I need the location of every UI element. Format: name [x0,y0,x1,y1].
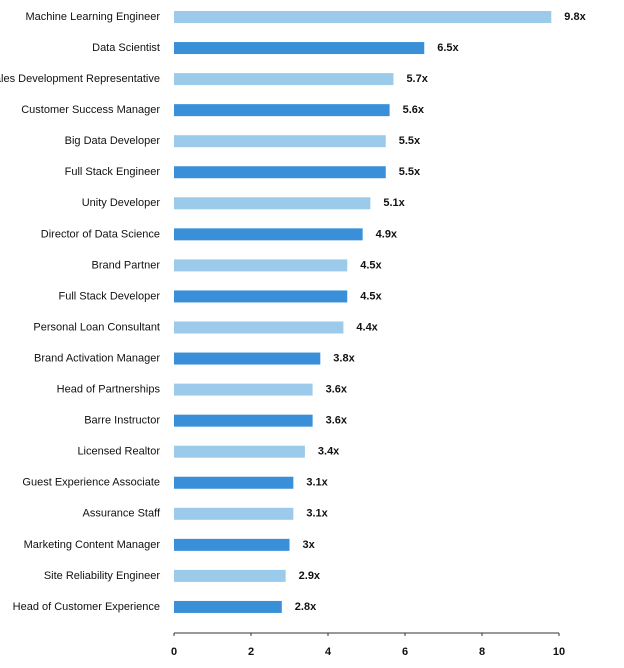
value-label: 3.8x [333,352,355,364]
x-tick-label: 4 [325,646,332,658]
value-label: 4.5x [360,290,382,302]
x-tick-label: 6 [402,646,408,658]
bar [174,600,282,613]
value-label: 6.5x [437,42,459,54]
bar [174,290,348,303]
category-label: Machine Learning Engineer [25,11,160,23]
value-label: 4.4x [356,321,378,333]
value-label: 9.8x [564,11,586,23]
category-label: Head of Customer Experience [13,601,160,613]
value-label: 3x [303,539,316,551]
bar [174,73,394,86]
value-label: 2.9x [299,570,321,582]
category-label: Customer Success Manager [21,104,160,116]
value-label: 3.1x [306,508,328,520]
x-tick-label: 2 [248,646,254,658]
category-label: Head of Partnerships [57,384,161,396]
value-label: 5.1x [383,197,405,209]
x-tick-label: 0 [171,646,177,658]
bar [174,11,552,23]
bar [174,135,386,148]
bar [174,383,313,396]
bar [174,507,294,520]
category-label: Assurance Staff [83,508,161,520]
value-label: 4.9x [376,228,398,240]
bar [174,569,286,582]
bar [174,476,294,489]
category-label: Full Stack Engineer [65,166,161,178]
bar [174,321,344,334]
category-label: Site Reliability Engineer [44,570,161,582]
x-tick-label: 10 [553,646,565,658]
x-tick-label: 8 [479,646,485,658]
category-label: Director of Data Science [41,228,160,240]
category-label: Personal Loan Consultant [33,321,160,333]
bar [174,538,290,551]
bar [174,104,390,117]
value-label: 4.5x [360,259,382,271]
value-label: 5.5x [399,135,421,147]
bar [174,42,425,55]
category-label: Licensed Realtor [77,446,160,458]
bar [174,228,363,241]
bar [174,414,313,427]
category-label: Brand Activation Manager [34,352,160,364]
bar [174,259,348,272]
value-label: 3.6x [326,415,348,427]
bar [174,197,371,210]
value-label: 2.8x [295,601,317,613]
category-label: Big Data Developer [65,135,161,147]
value-label: 5.7x [406,73,428,85]
category-label: Brand Partner [92,259,161,271]
value-label: 5.5x [399,166,421,178]
category-label: Barre Instructor [84,415,160,427]
bar [174,166,386,179]
category-label: Sales Development Representative [0,73,160,85]
value-label: 5.6x [403,104,425,116]
value-label: 3.4x [318,446,340,458]
value-label: 3.1x [306,477,328,489]
category-label: Guest Experience Associate [22,477,160,489]
bar [174,352,321,365]
category-label: Full Stack Developer [59,290,161,302]
value-label: 3.6x [326,384,348,396]
bar [174,445,305,458]
category-label: Data Scientist [92,42,160,54]
category-label: Marketing Content Manager [24,539,161,551]
category-label: Unity Developer [82,197,161,209]
